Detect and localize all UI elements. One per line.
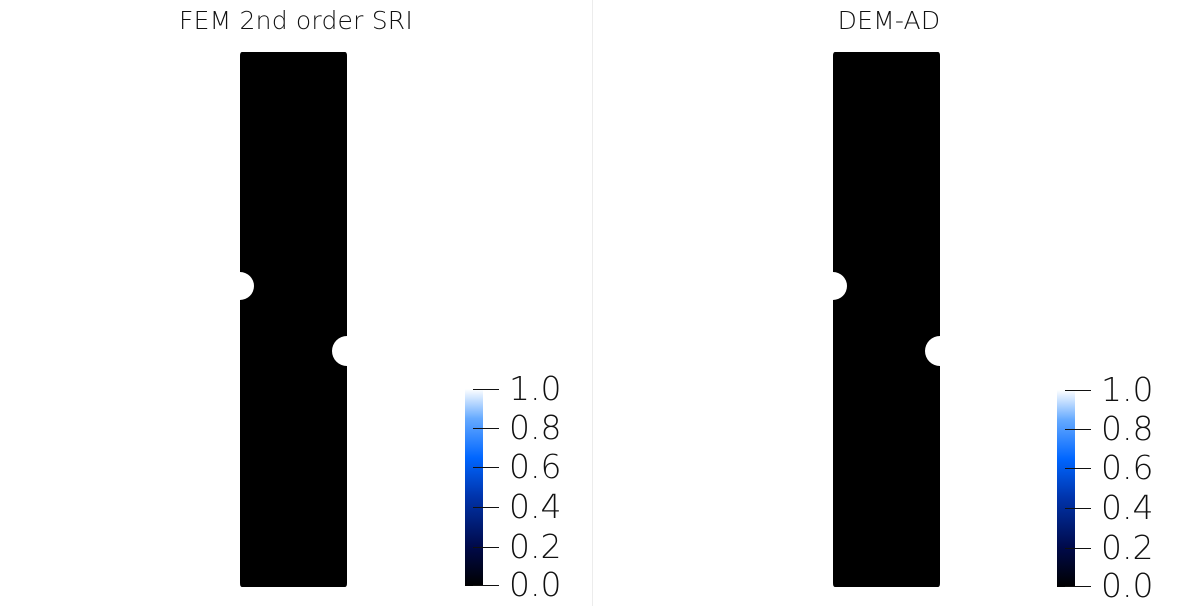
tick-mark xyxy=(1065,548,1091,549)
tick-label: 0.4 xyxy=(509,486,562,526)
colorbar-gradient xyxy=(465,389,483,586)
colorbar-gradient xyxy=(1057,390,1075,587)
tick-label: 0.8 xyxy=(509,407,562,447)
tick-mark xyxy=(1065,390,1091,391)
tick-mark xyxy=(1065,468,1091,469)
tick-mark xyxy=(473,507,499,508)
panel-title: DEM-AD xyxy=(837,6,941,35)
panel-fem: FEM 2nd order SRI 1.0 0.8 0.6 0.4 0.2 0.… xyxy=(0,0,592,606)
tick-label: 0.6 xyxy=(509,446,562,486)
panel-dem: DEM-AD 1.0 0.8 0.6 0.4 0.2 0.0 xyxy=(593,0,1185,606)
specimen-plate xyxy=(240,52,347,587)
panel-title: FEM 2nd order SRI xyxy=(179,6,413,35)
specimen-body xyxy=(833,52,940,587)
tick-mark xyxy=(473,467,499,468)
tick-mark xyxy=(1065,508,1091,509)
tick-mark xyxy=(1065,429,1091,430)
tick-label: 1.0 xyxy=(1101,369,1154,409)
tick-label: 0.6 xyxy=(1101,447,1154,487)
tick-label: 0.2 xyxy=(509,526,562,566)
tick-mark xyxy=(1065,586,1091,587)
tick-mark xyxy=(473,389,499,390)
specimen-plate xyxy=(833,52,940,587)
specimen-body xyxy=(240,52,347,587)
tick-label: 0.8 xyxy=(1101,408,1154,448)
tick-mark xyxy=(473,428,499,429)
tick-label: 1.0 xyxy=(509,368,562,408)
tick-label: 0.2 xyxy=(1101,527,1154,567)
panel-divider xyxy=(592,0,593,606)
tick-label: 0.0 xyxy=(1101,565,1154,605)
tick-mark xyxy=(473,547,499,548)
tick-label: 0.4 xyxy=(1101,487,1154,527)
tick-label: 0.0 xyxy=(509,564,562,604)
tick-mark xyxy=(473,585,499,586)
